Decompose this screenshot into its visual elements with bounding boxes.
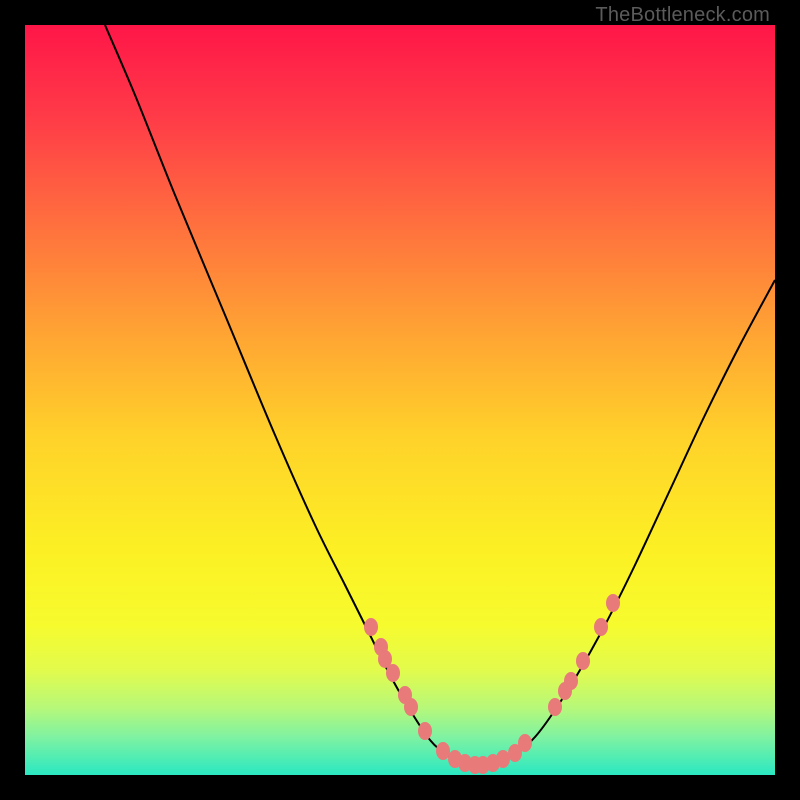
data-marker — [436, 742, 450, 760]
data-marker — [606, 594, 620, 612]
data-marker — [594, 618, 608, 636]
data-marker — [548, 698, 562, 716]
bottleneck-chart — [25, 25, 775, 775]
data-marker — [364, 618, 378, 636]
performance-curve — [105, 25, 775, 765]
data-marker — [404, 698, 418, 716]
plot-frame — [25, 25, 775, 775]
data-marker — [418, 722, 432, 740]
data-marker — [496, 750, 510, 768]
data-marker — [564, 672, 578, 690]
watermark-text: TheBottleneck.com — [595, 4, 770, 27]
data-marker — [518, 734, 532, 752]
data-marker — [386, 664, 400, 682]
data-markers — [364, 594, 620, 774]
data-marker — [576, 652, 590, 670]
